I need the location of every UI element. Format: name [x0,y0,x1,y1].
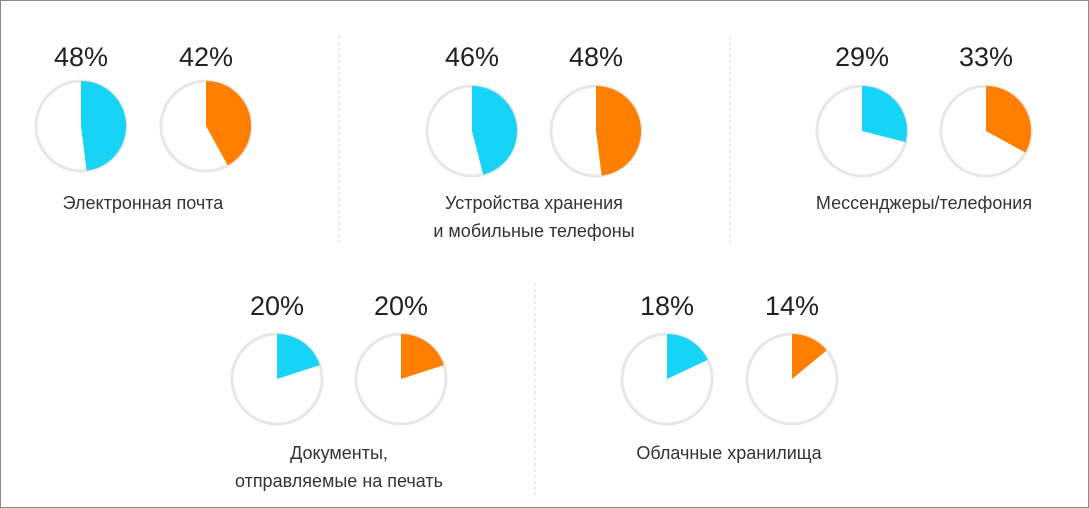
pie-slice [401,334,444,379]
category-label: Документы, [290,443,388,463]
value-label: 48% [569,42,623,72]
pie-slice [986,86,1031,153]
value-label: 33% [959,42,1013,72]
dividers [338,36,731,495]
value-label: 48% [54,42,108,72]
value-label: 46% [445,42,499,72]
category-label: Устройства хранения [445,193,623,213]
category-label: Электронная почта [63,193,225,213]
category-label: Облачные хранилища [636,443,822,463]
value-label: 20% [374,291,428,321]
category-label: отправляемые на печать [235,471,443,491]
pie-slice [596,85,642,176]
chart-group-1: 48% 42% Электронная почта [34,42,253,213]
pie-slice [277,334,320,379]
value-label: 29% [835,42,889,72]
chart-group-2: 46% 48% Устройства хранения и мобильные тел… [425,42,643,241]
chart-group-5: 18% 14% Облачные хранилища [620,291,839,463]
chart-groups: 48% 42% Электронная почта 46% 48% Устройства … [34,42,1033,491]
pie-slice [862,86,908,143]
value-label: 18% [640,291,694,321]
chart-group-3: 29% 33% Мессенджеры/телефония [815,42,1033,213]
category-label: Мессенджеры/телефония [816,193,1032,213]
pie-slice [206,81,251,166]
value-label: 42% [179,42,233,72]
category-label: и мобильные телефоны [433,221,634,241]
value-label: 20% [250,291,304,321]
chart-group-4: 20% 20% Документы, отправляемые на печать [230,291,448,491]
pie-slice [792,334,827,379]
pie-slice [472,85,518,175]
pie-slice [81,80,127,171]
pie-slice [667,334,708,379]
value-label: 14% [765,291,819,321]
